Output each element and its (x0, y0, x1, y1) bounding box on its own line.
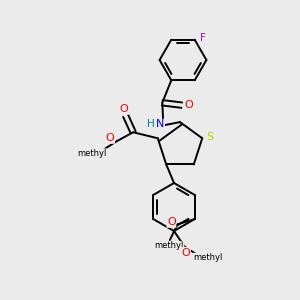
Text: O: O (184, 100, 193, 110)
Text: methyl: methyl (193, 253, 223, 262)
Text: methyl: methyl (77, 149, 106, 158)
Text: O: O (182, 248, 190, 258)
Text: N: N (156, 119, 164, 129)
Text: O: O (106, 133, 114, 143)
Text: methyl: methyl (154, 242, 184, 250)
Text: H: H (147, 119, 155, 129)
Text: S: S (206, 132, 213, 142)
Text: O: O (120, 104, 128, 114)
Text: F: F (200, 33, 206, 43)
Text: O: O (167, 217, 176, 227)
